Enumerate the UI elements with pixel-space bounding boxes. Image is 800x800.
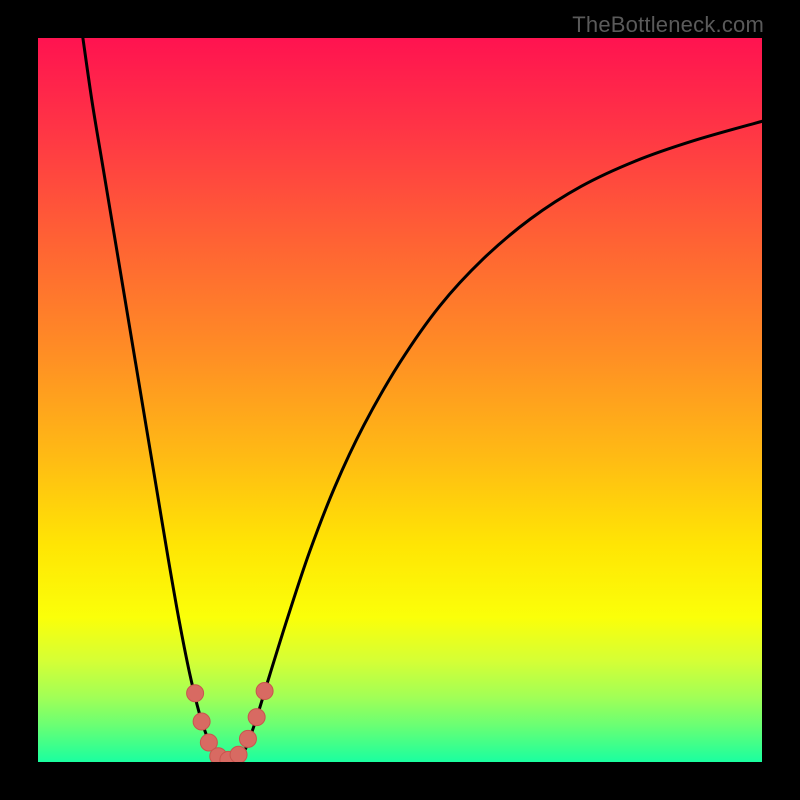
valley-marker — [187, 685, 204, 702]
valley-marker — [230, 746, 247, 762]
valley-marker — [193, 713, 210, 730]
curve-layer — [38, 38, 762, 762]
chart-container: TheBottleneck.com — [0, 0, 800, 800]
valley-marker — [256, 683, 273, 700]
watermark-text: TheBottleneck.com — [572, 12, 764, 38]
valley-marker — [248, 709, 265, 726]
plot-area — [38, 38, 762, 762]
curve-left-limb — [83, 38, 762, 762]
valley-marker — [239, 730, 256, 747]
